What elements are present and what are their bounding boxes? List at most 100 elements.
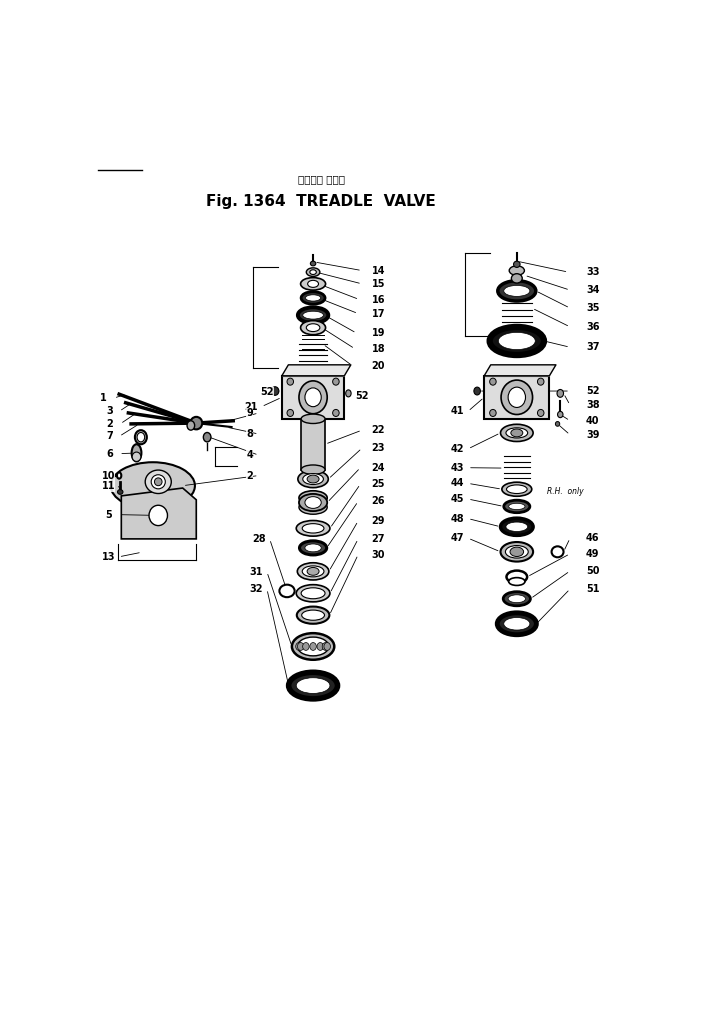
Text: 3: 3 bbox=[106, 406, 113, 417]
Text: 30: 30 bbox=[372, 550, 385, 560]
Ellipse shape bbox=[298, 307, 328, 323]
Ellipse shape bbox=[489, 327, 544, 355]
Text: 14: 14 bbox=[372, 265, 385, 275]
Ellipse shape bbox=[299, 381, 327, 414]
Ellipse shape bbox=[292, 633, 334, 659]
Ellipse shape bbox=[497, 613, 536, 635]
Ellipse shape bbox=[297, 642, 304, 650]
Ellipse shape bbox=[117, 472, 121, 479]
Ellipse shape bbox=[508, 594, 526, 602]
Text: 23: 23 bbox=[372, 443, 385, 453]
Ellipse shape bbox=[507, 571, 527, 583]
Bar bbox=[484, 376, 550, 419]
Ellipse shape bbox=[187, 421, 195, 430]
Ellipse shape bbox=[297, 563, 329, 580]
Ellipse shape bbox=[557, 389, 564, 397]
Text: 27: 27 bbox=[372, 533, 385, 544]
Text: 43: 43 bbox=[450, 462, 464, 472]
Text: 11: 11 bbox=[102, 482, 115, 492]
Ellipse shape bbox=[301, 465, 325, 474]
Ellipse shape bbox=[498, 280, 536, 301]
Ellipse shape bbox=[333, 409, 339, 417]
Text: 13: 13 bbox=[102, 552, 115, 562]
Text: 37: 37 bbox=[586, 342, 599, 353]
Ellipse shape bbox=[299, 491, 327, 505]
Ellipse shape bbox=[306, 324, 320, 331]
Ellipse shape bbox=[501, 518, 533, 535]
Ellipse shape bbox=[555, 422, 559, 427]
Ellipse shape bbox=[303, 473, 323, 485]
Text: 20: 20 bbox=[372, 361, 385, 371]
Ellipse shape bbox=[489, 378, 496, 385]
Ellipse shape bbox=[145, 470, 171, 494]
Ellipse shape bbox=[297, 678, 330, 693]
Text: 42: 42 bbox=[450, 444, 464, 454]
Ellipse shape bbox=[299, 494, 327, 511]
Ellipse shape bbox=[203, 433, 211, 442]
Ellipse shape bbox=[310, 642, 316, 650]
Ellipse shape bbox=[511, 429, 523, 437]
Text: 4: 4 bbox=[246, 450, 253, 460]
Ellipse shape bbox=[306, 295, 320, 301]
Text: 46: 46 bbox=[586, 533, 599, 544]
Ellipse shape bbox=[307, 475, 319, 483]
Text: 7: 7 bbox=[106, 432, 113, 441]
Ellipse shape bbox=[504, 500, 530, 513]
Polygon shape bbox=[121, 488, 196, 538]
Text: 29: 29 bbox=[372, 516, 385, 526]
Ellipse shape bbox=[287, 409, 294, 417]
Ellipse shape bbox=[498, 332, 536, 350]
Ellipse shape bbox=[333, 378, 339, 385]
Ellipse shape bbox=[305, 544, 321, 552]
Text: Fig. 1364  TREADLE  VALVE: Fig. 1364 TREADLE VALVE bbox=[206, 194, 436, 209]
Ellipse shape bbox=[506, 522, 528, 531]
Ellipse shape bbox=[310, 270, 316, 274]
Text: 8: 8 bbox=[246, 429, 253, 439]
Text: 5: 5 bbox=[105, 510, 111, 519]
Ellipse shape bbox=[301, 277, 325, 291]
Text: 49: 49 bbox=[586, 549, 599, 559]
Text: 15: 15 bbox=[372, 278, 385, 289]
Ellipse shape bbox=[504, 618, 530, 630]
Ellipse shape bbox=[118, 490, 123, 495]
Polygon shape bbox=[282, 365, 350, 376]
Ellipse shape bbox=[297, 607, 329, 624]
Text: 22: 22 bbox=[372, 425, 385, 435]
Ellipse shape bbox=[301, 610, 325, 620]
Ellipse shape bbox=[538, 409, 544, 417]
Ellipse shape bbox=[271, 387, 279, 395]
Ellipse shape bbox=[306, 268, 320, 276]
Text: トレドル バルブ: トレドル バルブ bbox=[298, 175, 345, 185]
Text: 36: 36 bbox=[586, 322, 599, 332]
Ellipse shape bbox=[502, 483, 532, 496]
Text: 35: 35 bbox=[586, 303, 599, 313]
Ellipse shape bbox=[538, 378, 544, 385]
Ellipse shape bbox=[509, 266, 524, 275]
Ellipse shape bbox=[505, 546, 529, 558]
Text: 34: 34 bbox=[586, 285, 599, 295]
Text: 26: 26 bbox=[372, 497, 385, 506]
Polygon shape bbox=[484, 365, 556, 376]
Ellipse shape bbox=[296, 642, 302, 650]
Text: 39: 39 bbox=[586, 430, 599, 440]
Text: 6: 6 bbox=[106, 449, 113, 458]
Ellipse shape bbox=[154, 478, 162, 486]
Text: 1: 1 bbox=[100, 393, 107, 403]
Ellipse shape bbox=[287, 378, 294, 385]
Text: 28: 28 bbox=[252, 533, 266, 544]
Bar bbox=[301, 419, 325, 469]
Ellipse shape bbox=[506, 428, 528, 438]
Ellipse shape bbox=[509, 578, 525, 585]
Ellipse shape bbox=[298, 470, 328, 488]
Ellipse shape bbox=[510, 547, 524, 557]
Text: 2: 2 bbox=[246, 470, 253, 481]
Ellipse shape bbox=[301, 321, 325, 334]
Text: 2: 2 bbox=[106, 419, 113, 429]
Ellipse shape bbox=[135, 430, 147, 444]
Text: 47: 47 bbox=[450, 533, 464, 544]
Bar bbox=[282, 376, 344, 419]
Text: 17: 17 bbox=[372, 309, 385, 319]
Text: 41: 41 bbox=[450, 406, 464, 417]
Ellipse shape bbox=[557, 411, 563, 418]
Ellipse shape bbox=[501, 542, 533, 562]
